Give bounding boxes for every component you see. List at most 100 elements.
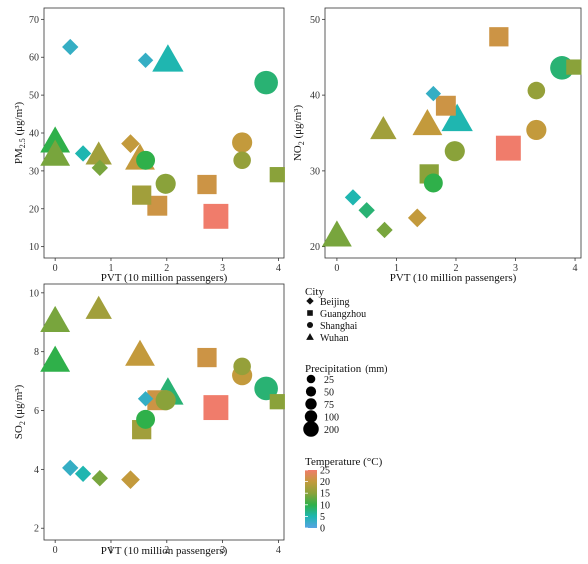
data-point bbox=[233, 151, 251, 170]
y-tick-label: 50 bbox=[310, 15, 320, 26]
x-axis-title: PVT (10 million passengers) bbox=[101, 272, 228, 284]
x-tick-label: 0 bbox=[53, 545, 58, 556]
data-point bbox=[74, 465, 92, 482]
legend-city-triangle-icon bbox=[306, 333, 314, 340]
data-point bbox=[444, 141, 465, 162]
data-point bbox=[40, 345, 71, 372]
data-point bbox=[269, 167, 285, 183]
axis-ticks: 0 1 2 3 4 20 30 40 50 bbox=[310, 15, 578, 274]
data-point bbox=[40, 126, 71, 153]
legend-precipitation-label: 100 bbox=[324, 413, 339, 424]
legend-precip-title: Precipitation (mm) bbox=[305, 363, 387, 375]
data-point bbox=[423, 173, 443, 193]
data-point bbox=[527, 81, 546, 100]
data-point bbox=[203, 203, 229, 229]
x-tick-label: 3 bbox=[220, 545, 225, 556]
x-axis-title: PVT (10 million passengers) bbox=[390, 272, 517, 284]
data-point bbox=[121, 470, 140, 490]
y-tick-label: 40 bbox=[29, 129, 39, 140]
data-point bbox=[344, 189, 362, 206]
data-points bbox=[40, 295, 285, 490]
y-tick-label: 60 bbox=[29, 53, 39, 64]
panel-pm25: 0 1 2 3 4 10 20 30 40 50 60 70 PVT (10 million pass… bbox=[13, 7, 285, 284]
x-tick-label: 4 bbox=[276, 263, 281, 274]
data-point bbox=[441, 103, 473, 132]
legend-temperature-label: 20 bbox=[320, 477, 330, 488]
x-tick-label: 2 bbox=[164, 545, 169, 556]
data-point bbox=[269, 394, 285, 410]
legend-city-circle-icon bbox=[306, 321, 314, 329]
temperature-colorbar bbox=[305, 470, 317, 528]
legend-precipitation-label: 50 bbox=[324, 388, 334, 399]
data-point bbox=[91, 159, 108, 177]
data-point bbox=[136, 150, 156, 170]
data-point bbox=[233, 357, 251, 376]
legend-temperature-label: 25 bbox=[320, 466, 330, 477]
y-tick-label: 30 bbox=[29, 166, 39, 177]
legend-temperature-label: 15 bbox=[320, 489, 330, 500]
data-points bbox=[321, 27, 582, 247]
data-point bbox=[40, 305, 71, 332]
legend-city-square-icon bbox=[307, 310, 313, 316]
y-tick-label: 2 bbox=[34, 524, 39, 535]
data-points bbox=[40, 38, 285, 229]
y-tick-label: 20 bbox=[310, 242, 320, 253]
data-point bbox=[91, 470, 108, 487]
data-point bbox=[85, 141, 112, 165]
x-tick-label: 0 bbox=[53, 263, 58, 274]
legend-city-label: Shanghai bbox=[320, 321, 357, 332]
data-point bbox=[121, 134, 140, 153]
legend-city-title: City bbox=[305, 286, 324, 298]
plot-frame bbox=[43, 283, 285, 541]
x-tick-label: 2 bbox=[453, 263, 458, 274]
legend-temperature-label: 0 bbox=[320, 524, 325, 535]
x-axis-title: PVT (10 million passengers) bbox=[101, 545, 228, 557]
data-point bbox=[370, 116, 397, 140]
y-tick-label: 10 bbox=[29, 242, 39, 253]
legend-city-label: Beijing bbox=[320, 297, 349, 308]
y-tick-label: 40 bbox=[310, 91, 320, 102]
data-point bbox=[435, 95, 456, 116]
data-point bbox=[376, 221, 393, 239]
y-tick-label: 70 bbox=[29, 15, 39, 26]
data-point bbox=[125, 339, 155, 366]
data-point bbox=[489, 27, 509, 47]
x-tick-label: 1 bbox=[108, 263, 113, 274]
legend-city-label: Guangzhou bbox=[320, 309, 366, 320]
x-tick-label: 3 bbox=[220, 263, 225, 274]
axis-ticks: 0 1 2 3 4 2 4 6 8 10 bbox=[29, 288, 281, 556]
data-point bbox=[136, 409, 156, 429]
axis-ticks: 0 1 2 3 4 10 20 30 40 50 60 70 bbox=[29, 15, 281, 274]
data-point bbox=[358, 202, 375, 219]
panel-no2: 0 1 2 3 4 20 30 40 50 PVT (10 million passengers… bbox=[292, 7, 582, 284]
data-point bbox=[132, 185, 152, 205]
x-tick-label: 4 bbox=[573, 263, 578, 274]
data-point bbox=[74, 145, 92, 162]
data-point bbox=[321, 220, 352, 247]
data-point bbox=[407, 208, 427, 228]
data-point bbox=[152, 44, 184, 72]
legend-precipitation-circle bbox=[303, 421, 319, 437]
legend-precipitation-circle bbox=[306, 374, 316, 384]
data-point bbox=[197, 174, 217, 195]
data-point bbox=[137, 52, 154, 68]
data-point bbox=[147, 195, 168, 216]
legend-precipitation-circle bbox=[305, 398, 317, 410]
data-point bbox=[62, 38, 79, 56]
data-point bbox=[62, 459, 79, 477]
x-tick-label: 0 bbox=[334, 263, 339, 274]
data-point bbox=[566, 59, 582, 75]
y-axis-title: NO2 (μg/m³) bbox=[292, 105, 306, 162]
x-tick-label: 1 bbox=[108, 545, 113, 556]
legend-city-diamond-icon bbox=[306, 297, 314, 305]
y-tick-label: 4 bbox=[34, 465, 39, 476]
data-point bbox=[412, 108, 443, 136]
y-tick-label: 30 bbox=[310, 166, 320, 177]
x-tick-label: 2 bbox=[164, 263, 169, 274]
legend-precipitation-circle bbox=[305, 386, 317, 397]
